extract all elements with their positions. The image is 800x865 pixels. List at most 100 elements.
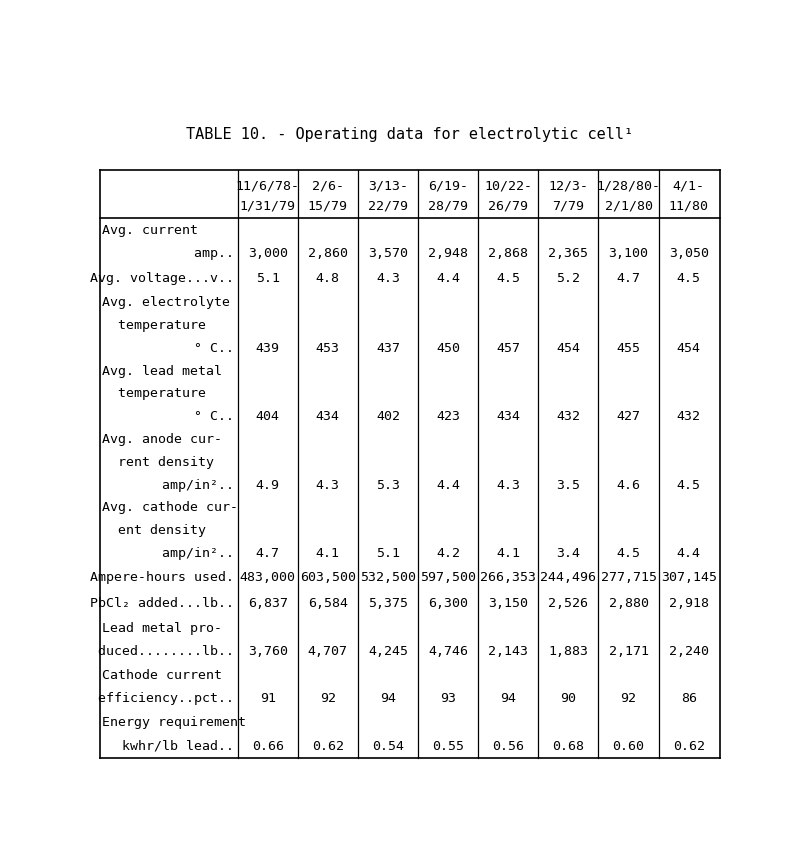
Text: 2/6-: 2/6- [312,179,344,192]
Text: 92: 92 [621,693,637,706]
Text: Lead metal pro-: Lead metal pro- [102,622,222,635]
Text: 0.54: 0.54 [372,740,404,753]
Text: 454: 454 [557,342,581,355]
Text: 2,880: 2,880 [609,597,649,610]
Text: 432: 432 [557,410,581,423]
Text: Avg. anode cur-: Avg. anode cur- [102,433,222,446]
Text: 6,584: 6,584 [308,597,348,610]
Text: 404: 404 [256,410,280,423]
Text: 4,245: 4,245 [368,645,408,658]
Text: 0.62: 0.62 [312,740,344,753]
Text: 7/79: 7/79 [553,199,585,212]
Text: 4.3: 4.3 [376,272,400,285]
Text: Ampere-hours used.: Ampere-hours used. [90,571,234,584]
Text: 3.5: 3.5 [557,478,581,491]
Text: 4,746: 4,746 [428,645,468,658]
Text: 5.3: 5.3 [376,478,400,491]
Text: 4.4: 4.4 [436,478,460,491]
Text: 603,500: 603,500 [300,571,356,584]
Text: 3,150: 3,150 [488,597,528,610]
Text: 3,050: 3,050 [669,247,709,260]
Text: 4.4: 4.4 [436,272,460,285]
Text: 6,837: 6,837 [248,597,288,610]
Text: 1/31/79: 1/31/79 [240,199,296,212]
Text: 5.1: 5.1 [256,272,280,285]
Text: rent density: rent density [102,456,214,469]
Text: kwhr/lb lead..: kwhr/lb lead.. [106,740,234,753]
Text: 4.1: 4.1 [496,547,520,560]
Text: Avg. voltage...v..: Avg. voltage...v.. [90,272,234,285]
Text: efficiency..pct..: efficiency..pct.. [82,693,234,706]
Text: 4.5: 4.5 [496,272,520,285]
Text: Avg. lead metal: Avg. lead metal [102,364,222,378]
Text: 3,100: 3,100 [609,247,649,260]
Text: 277,715: 277,715 [601,571,657,584]
Text: 483,000: 483,000 [240,571,296,584]
Text: 5,375: 5,375 [368,597,408,610]
Text: 0.66: 0.66 [252,740,284,753]
Text: 94: 94 [380,693,396,706]
Text: 532,500: 532,500 [360,571,416,584]
Text: 597,500: 597,500 [420,571,476,584]
Text: 86: 86 [681,693,697,706]
Text: 244,496: 244,496 [541,571,597,584]
Text: 4.4: 4.4 [677,547,701,560]
Text: 92: 92 [320,693,336,706]
Text: temperature: temperature [102,319,206,332]
Text: 4.7: 4.7 [617,272,641,285]
Text: 11/6/78-: 11/6/78- [236,179,300,192]
Text: 427: 427 [617,410,641,423]
Text: TABLE 10. - Operating data for electrolytic cell¹: TABLE 10. - Operating data for electroly… [186,127,634,142]
Text: 4,707: 4,707 [308,645,348,658]
Text: Avg. electrolyte: Avg. electrolyte [102,296,230,309]
Text: 2,143: 2,143 [488,645,528,658]
Text: 0.56: 0.56 [492,740,524,753]
Text: 28/79: 28/79 [428,199,468,212]
Text: 434: 434 [496,410,520,423]
Text: 4.1: 4.1 [316,547,340,560]
Text: 4.2: 4.2 [436,547,460,560]
Text: 2,860: 2,860 [308,247,348,260]
Text: 0.60: 0.60 [613,740,645,753]
Text: 0.55: 0.55 [432,740,464,753]
Text: 2,918: 2,918 [669,597,709,610]
Text: Energy requirement: Energy requirement [102,716,246,729]
Text: 4.8: 4.8 [316,272,340,285]
Text: 439: 439 [256,342,280,355]
Text: amp/in²..: amp/in².. [90,547,234,560]
Text: 402: 402 [376,410,400,423]
Text: 2,171: 2,171 [609,645,649,658]
Text: 4.5: 4.5 [677,478,701,491]
Text: 4.3: 4.3 [316,478,340,491]
Text: 0.62: 0.62 [673,740,705,753]
Text: 450: 450 [436,342,460,355]
Text: 307,145: 307,145 [661,571,717,584]
Text: 1/28/80-: 1/28/80- [597,179,661,192]
Text: 90: 90 [561,693,577,706]
Text: 2,240: 2,240 [669,645,709,658]
Text: 3/13-: 3/13- [368,179,408,192]
Text: amp/in²..: amp/in².. [90,478,234,491]
Text: duced........lb..: duced........lb.. [82,645,234,658]
Text: 1,883: 1,883 [549,645,589,658]
Text: 4.9: 4.9 [256,478,280,491]
Text: ent density: ent density [102,524,206,537]
Text: 2/1/80: 2/1/80 [605,199,653,212]
Text: 26/79: 26/79 [488,199,528,212]
Text: 4.6: 4.6 [617,478,641,491]
Text: 266,353: 266,353 [480,571,536,584]
Text: ° C..: ° C.. [98,410,234,423]
Text: 432: 432 [677,410,701,423]
Text: 5.1: 5.1 [376,547,400,560]
Text: 91: 91 [260,693,276,706]
Text: 6/19-: 6/19- [428,179,468,192]
Text: 3,570: 3,570 [368,247,408,260]
Text: 4.7: 4.7 [256,547,280,560]
Text: 437: 437 [376,342,400,355]
Text: 3,760: 3,760 [248,645,288,658]
Text: 423: 423 [436,410,460,423]
Text: amp..: amp.. [122,247,234,260]
Text: 457: 457 [496,342,520,355]
Text: PbCl₂ added...lb..: PbCl₂ added...lb.. [90,597,234,610]
Text: 453: 453 [316,342,340,355]
